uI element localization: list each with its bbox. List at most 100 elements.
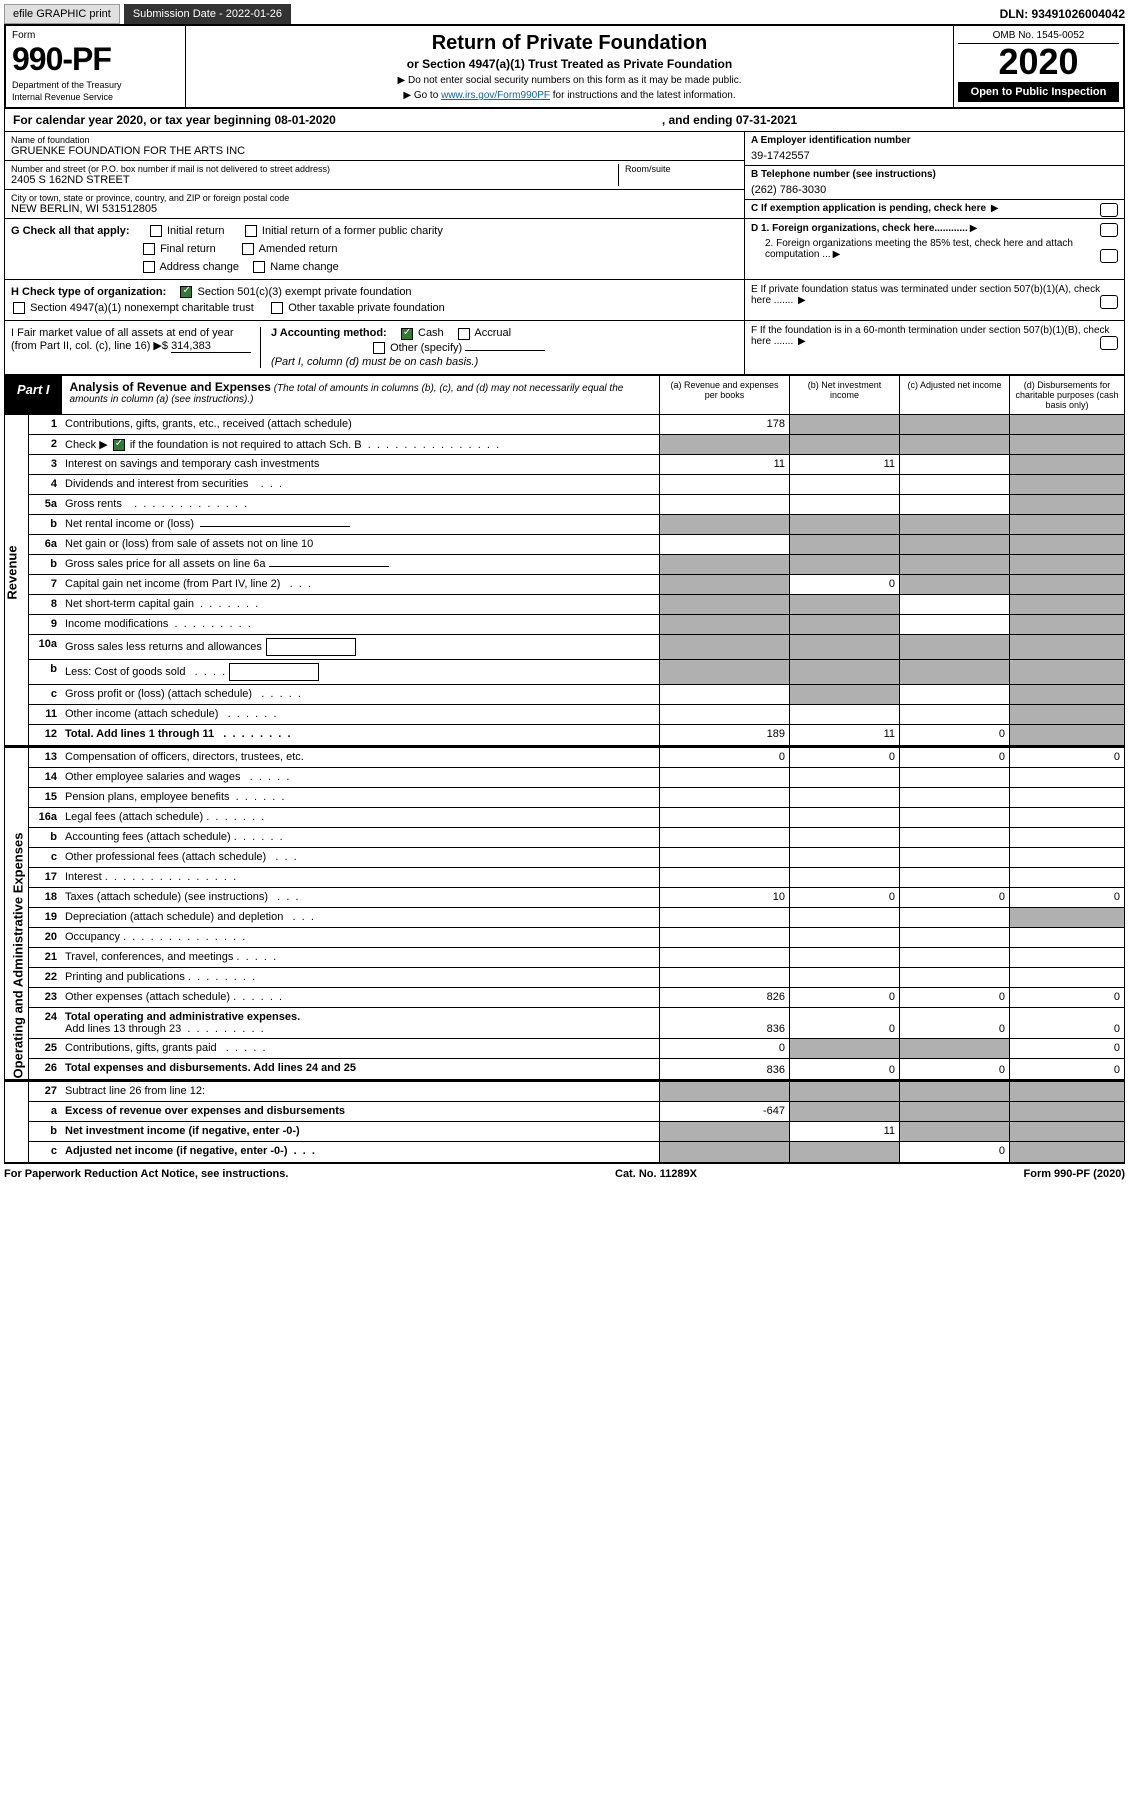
row-label: Other income (attach schedule) . . . . .…	[61, 705, 659, 724]
g-final-checkbox[interactable]	[143, 243, 155, 255]
cell-c: 0	[899, 988, 1009, 1007]
irs-link[interactable]: www.irs.gov/Form990PF	[441, 90, 550, 101]
h-4947-checkbox[interactable]	[13, 302, 25, 314]
row-16b: bAccounting fees (attach schedule) . . .…	[29, 828, 1124, 848]
cell-d: 0	[1009, 1059, 1124, 1079]
city-value: NEW BERLIN, WI 531512805	[11, 203, 738, 215]
cell-d	[1009, 705, 1124, 724]
row-23: 23Other expenses (attach schedule) . . .…	[29, 988, 1124, 1008]
ein-value: 39-1742557	[751, 150, 1118, 162]
g-name-checkbox[interactable]	[253, 261, 265, 273]
cell-a	[659, 828, 789, 847]
input-10a[interactable]	[266, 638, 356, 656]
cell-a: 189	[659, 725, 789, 745]
cell-b: 11	[789, 725, 899, 745]
g-address-checkbox[interactable]	[143, 261, 155, 273]
row-label: Legal fees (attach schedule) . . . . . .…	[61, 808, 659, 827]
row-label: Pension plans, employee benefits . . . .…	[61, 788, 659, 807]
cell-d	[1009, 1142, 1124, 1162]
cell-d	[1009, 768, 1124, 787]
rownum: c	[29, 1142, 61, 1162]
cell-d	[1009, 595, 1124, 614]
cell-d	[1009, 575, 1124, 594]
rownum: 2	[29, 435, 61, 454]
input-6b[interactable]	[269, 566, 389, 567]
cell-b	[789, 928, 899, 947]
cell-c	[899, 968, 1009, 987]
row-label: Contributions, gifts, grants paid . . . …	[61, 1039, 659, 1058]
cell-c	[899, 595, 1009, 614]
row-15: 15Pension plans, employee benefits . . .…	[29, 788, 1124, 808]
cell-c	[899, 575, 1009, 594]
submission-date-badge: Submission Date - 2022-01-26	[124, 4, 291, 24]
revenue-rows: 1Contributions, gifts, grants, etc., rec…	[29, 415, 1124, 745]
cell-a	[659, 968, 789, 987]
open-public-badge: Open to Public Inspection	[958, 82, 1119, 102]
row-2: 2Check ▶ if the foundation is not requir…	[29, 435, 1124, 455]
cell-a: 178	[659, 415, 789, 434]
arrow-icon: ▶	[970, 223, 978, 234]
row-14: 14Other employee salaries and wages . . …	[29, 768, 1124, 788]
cell-c	[899, 535, 1009, 554]
row-label: Dividends and interest from securities .…	[61, 475, 659, 494]
form-subtitle: or Section 4947(a)(1) Trust Treated as P…	[192, 57, 947, 71]
cell-d	[1009, 495, 1124, 514]
ein-label: A Employer identification number	[751, 135, 1118, 146]
efile-print-button[interactable]: efile GRAPHIC print	[4, 4, 120, 24]
g-initial-checkbox[interactable]	[150, 225, 162, 237]
expenses-side-label: Operating and Administrative Expenses	[5, 748, 29, 1079]
cell-c	[899, 515, 1009, 534]
schb-checkbox[interactable]	[113, 439, 125, 451]
j-other-field[interactable]	[465, 350, 545, 351]
row-label: Capital gain net income (from Part IV, l…	[61, 575, 659, 594]
section-i-j-left: I Fair market value of all assets at end…	[5, 321, 744, 373]
row-label: Total. Add lines 1 through 11 . . . . . …	[61, 725, 659, 745]
cell-a	[659, 908, 789, 927]
cell-d	[1009, 928, 1124, 947]
cell-d	[1009, 555, 1124, 574]
f-checkbox[interactable]	[1100, 336, 1118, 350]
cell-d	[1009, 948, 1124, 967]
footer: For Paperwork Reduction Act Notice, see …	[4, 1163, 1125, 1184]
rownum: 10a	[29, 635, 61, 659]
cell-d: 0	[1009, 1039, 1124, 1058]
j-other: Other (specify)	[390, 342, 462, 354]
cell-c	[899, 685, 1009, 704]
d1-checkbox[interactable]	[1100, 223, 1118, 237]
section-g-h-row: G Check all that apply: Initial return I…	[4, 219, 1125, 280]
cell-b: 11	[789, 1122, 899, 1141]
row-label: Interest . . . . . . . . . . . . . . .	[61, 868, 659, 887]
rownum: 26	[29, 1059, 61, 1079]
section-i-j-row: I Fair market value of all assets at end…	[4, 321, 1125, 374]
h-501c3-checkbox[interactable]	[180, 286, 192, 298]
rownum: b	[29, 1122, 61, 1141]
part1-title-cell: Analysis of Revenue and Expenses (The to…	[62, 376, 659, 414]
net-table: 27Subtract line 26 from line 12: aExcess…	[4, 1080, 1125, 1163]
row-label: Total expenses and disbursements. Add li…	[61, 1059, 659, 1079]
row-4: 4Dividends and interest from securities …	[29, 475, 1124, 495]
cell-a	[659, 948, 789, 967]
j-cash-checkbox[interactable]	[401, 328, 413, 340]
g-amended-checkbox[interactable]	[242, 243, 254, 255]
d2-checkbox[interactable]	[1100, 249, 1118, 263]
e-checkbox[interactable]	[1100, 295, 1118, 309]
rownum: 13	[29, 748, 61, 767]
cell-a	[659, 848, 789, 867]
row-label: Check ▶ if the foundation is not require…	[61, 435, 659, 454]
rownum: 24	[29, 1008, 61, 1038]
input-5b[interactable]	[200, 526, 350, 527]
cell-d: 0	[1009, 888, 1124, 907]
ein-cell: A Employer identification number 39-1742…	[745, 132, 1124, 166]
j-other-checkbox[interactable]	[373, 342, 385, 354]
addr-label: Number and street (or P.O. box number if…	[11, 164, 618, 174]
c-checkbox[interactable]	[1100, 203, 1118, 217]
rownum: 15	[29, 788, 61, 807]
g-initial-former-checkbox[interactable]	[245, 225, 257, 237]
cell-a	[659, 928, 789, 947]
j-accrual-checkbox[interactable]	[458, 328, 470, 340]
cell-b	[789, 768, 899, 787]
j-note: (Part I, column (d) must be on cash basi…	[271, 356, 738, 368]
row-27a: aExcess of revenue over expenses and dis…	[29, 1102, 1124, 1122]
input-10b[interactable]	[229, 663, 319, 681]
h-other-checkbox[interactable]	[271, 302, 283, 314]
